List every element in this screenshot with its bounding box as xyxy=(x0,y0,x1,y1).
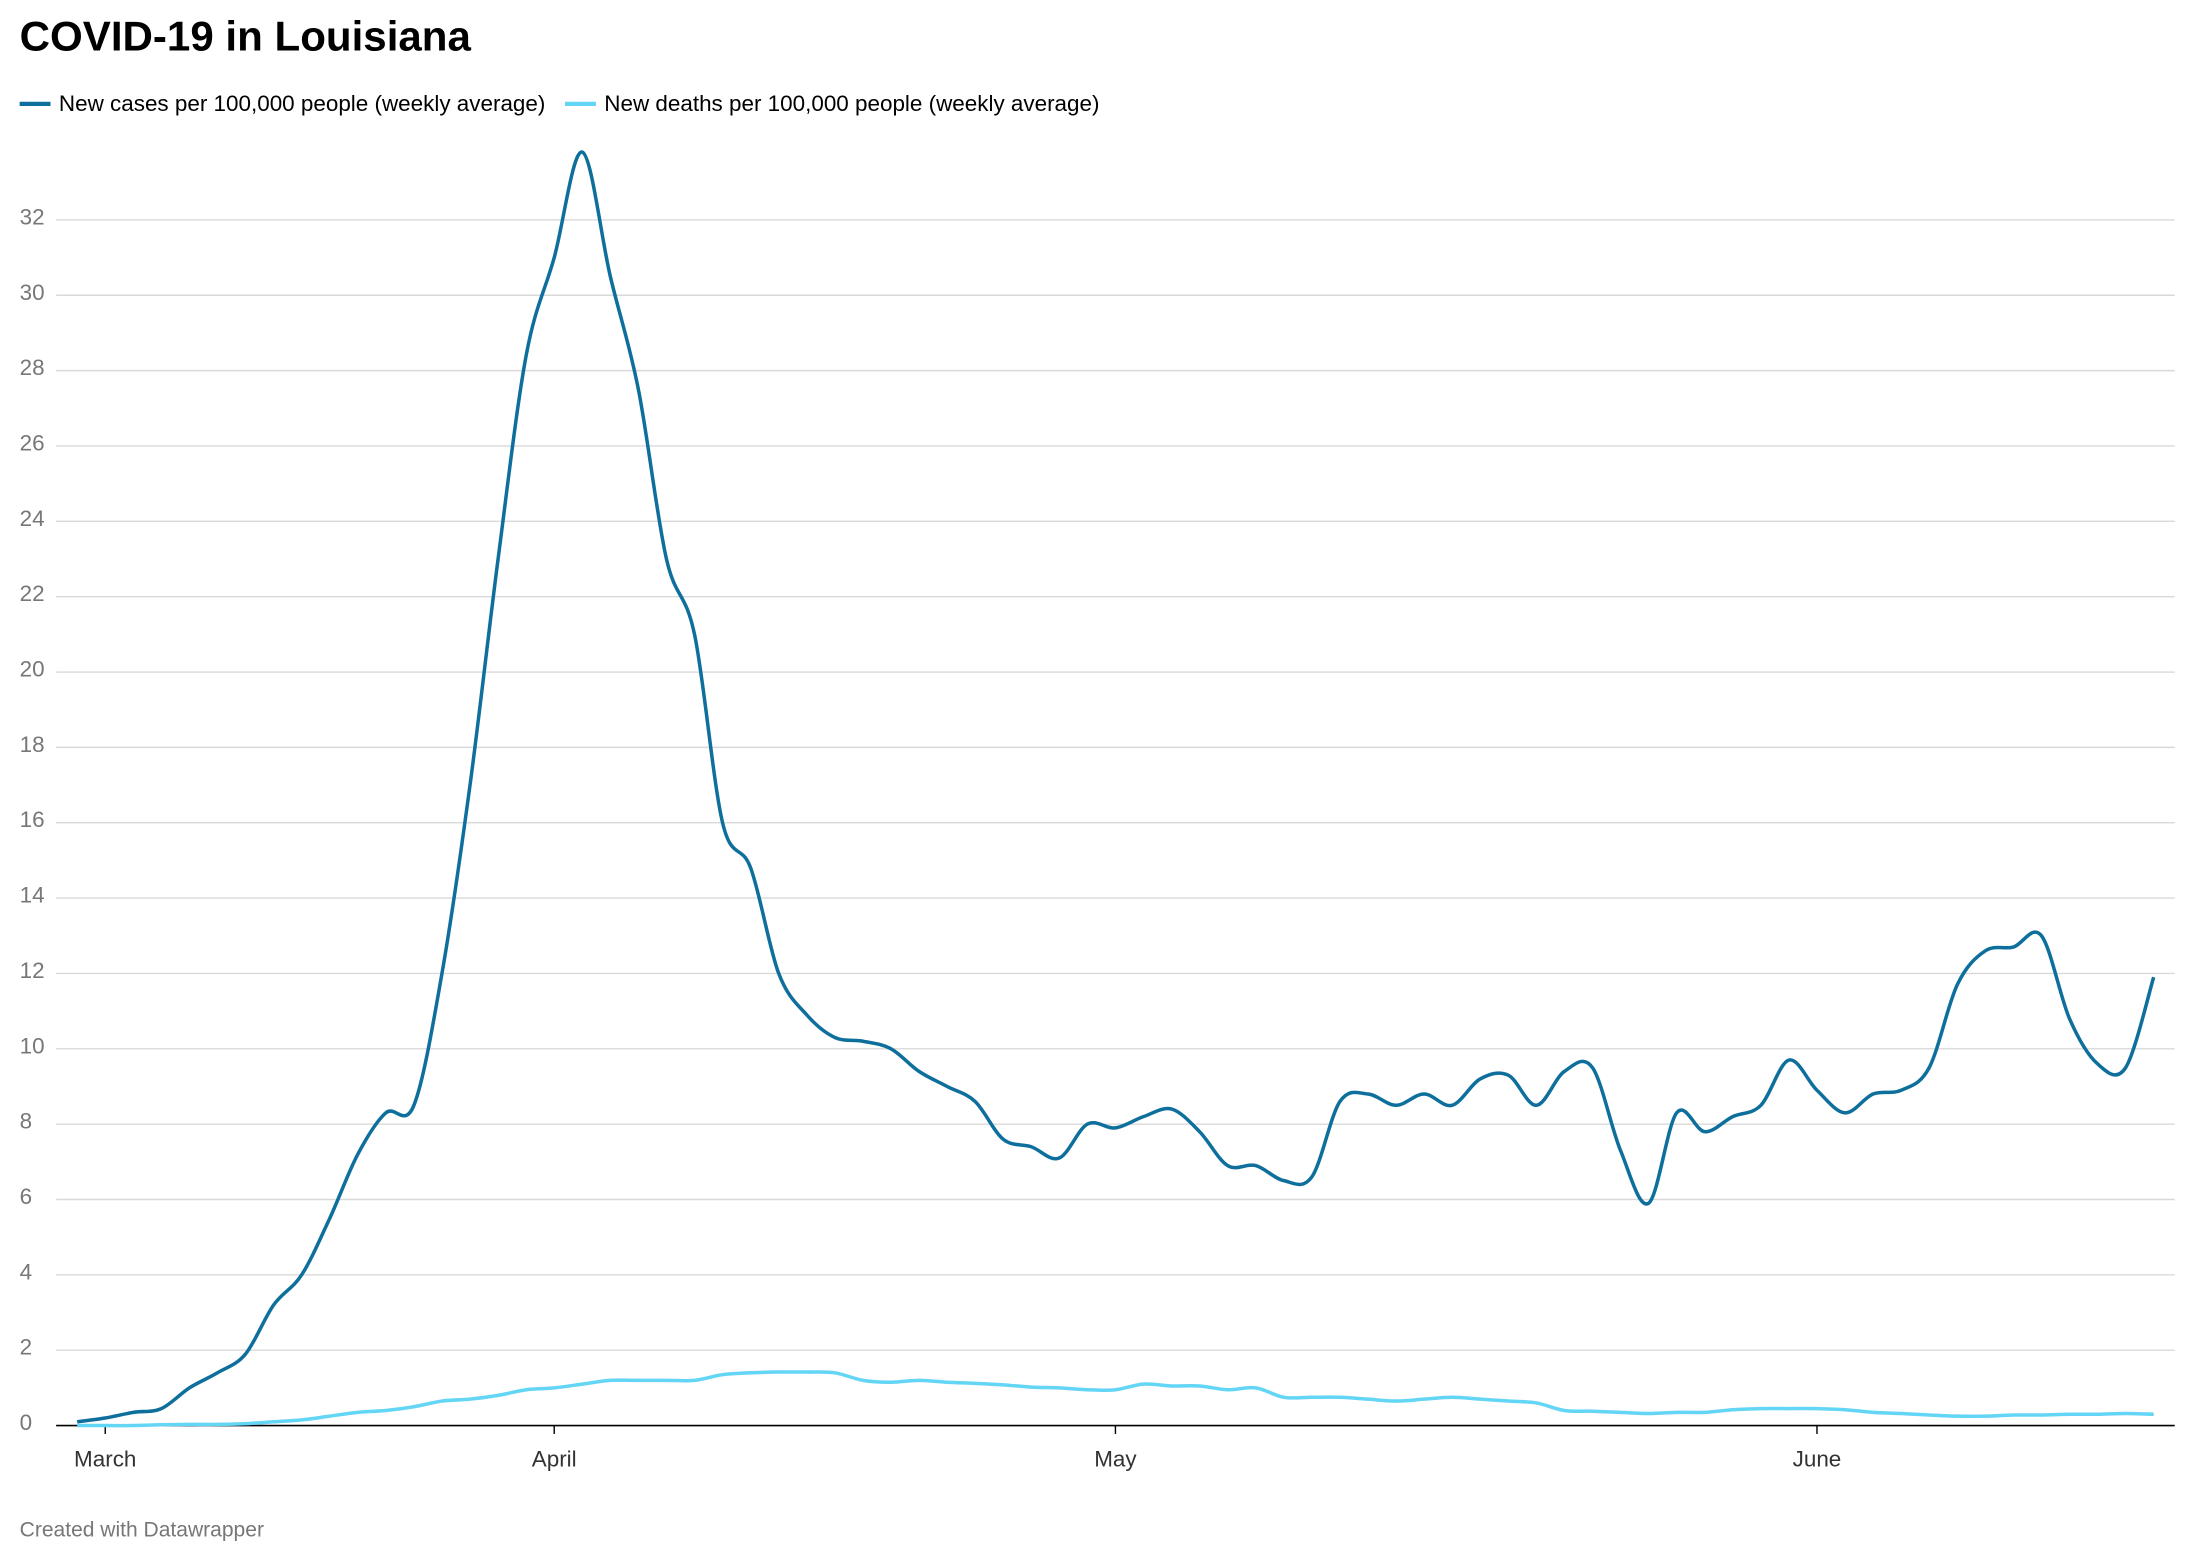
y-tick-label: 6 xyxy=(20,1184,32,1209)
y-tick-label: 30 xyxy=(20,280,45,305)
y-tick-label: 2 xyxy=(20,1335,32,1360)
y-tick-label: 32 xyxy=(20,204,45,229)
y-tick-label: 14 xyxy=(20,883,45,908)
y-tick-label: 18 xyxy=(20,732,45,757)
legend-label: New cases per 100,000 people (weekly ave… xyxy=(59,91,545,116)
y-tick-label: 28 xyxy=(20,355,45,380)
y-tick-label: 26 xyxy=(20,430,45,455)
series-line xyxy=(76,150,2156,1424)
y-tick-label: 16 xyxy=(20,807,45,832)
y-tick-label: 24 xyxy=(20,506,45,531)
legend-label: New deaths per 100,000 people (weekly av… xyxy=(604,91,1099,116)
y-tick-label: 8 xyxy=(20,1109,32,1134)
footer: Created with Datawrapper xyxy=(20,1518,264,1541)
x-tick-label: March xyxy=(74,1447,136,1472)
series-line xyxy=(77,1370,2154,1428)
y-tick-label: 0 xyxy=(20,1410,32,1435)
x-tick-label: May xyxy=(1094,1447,1137,1472)
x-tick-label: June xyxy=(1793,1447,1842,1472)
x-tick-label: April xyxy=(532,1447,577,1472)
y-tick-label: 22 xyxy=(20,581,45,606)
y-tick-label: 4 xyxy=(20,1259,32,1284)
y-tick-label: 20 xyxy=(20,657,45,682)
y-tick-label: 10 xyxy=(20,1033,45,1058)
y-tick-label: 12 xyxy=(20,958,45,983)
chart-title: COVID-19 in Louisiana xyxy=(20,12,472,59)
